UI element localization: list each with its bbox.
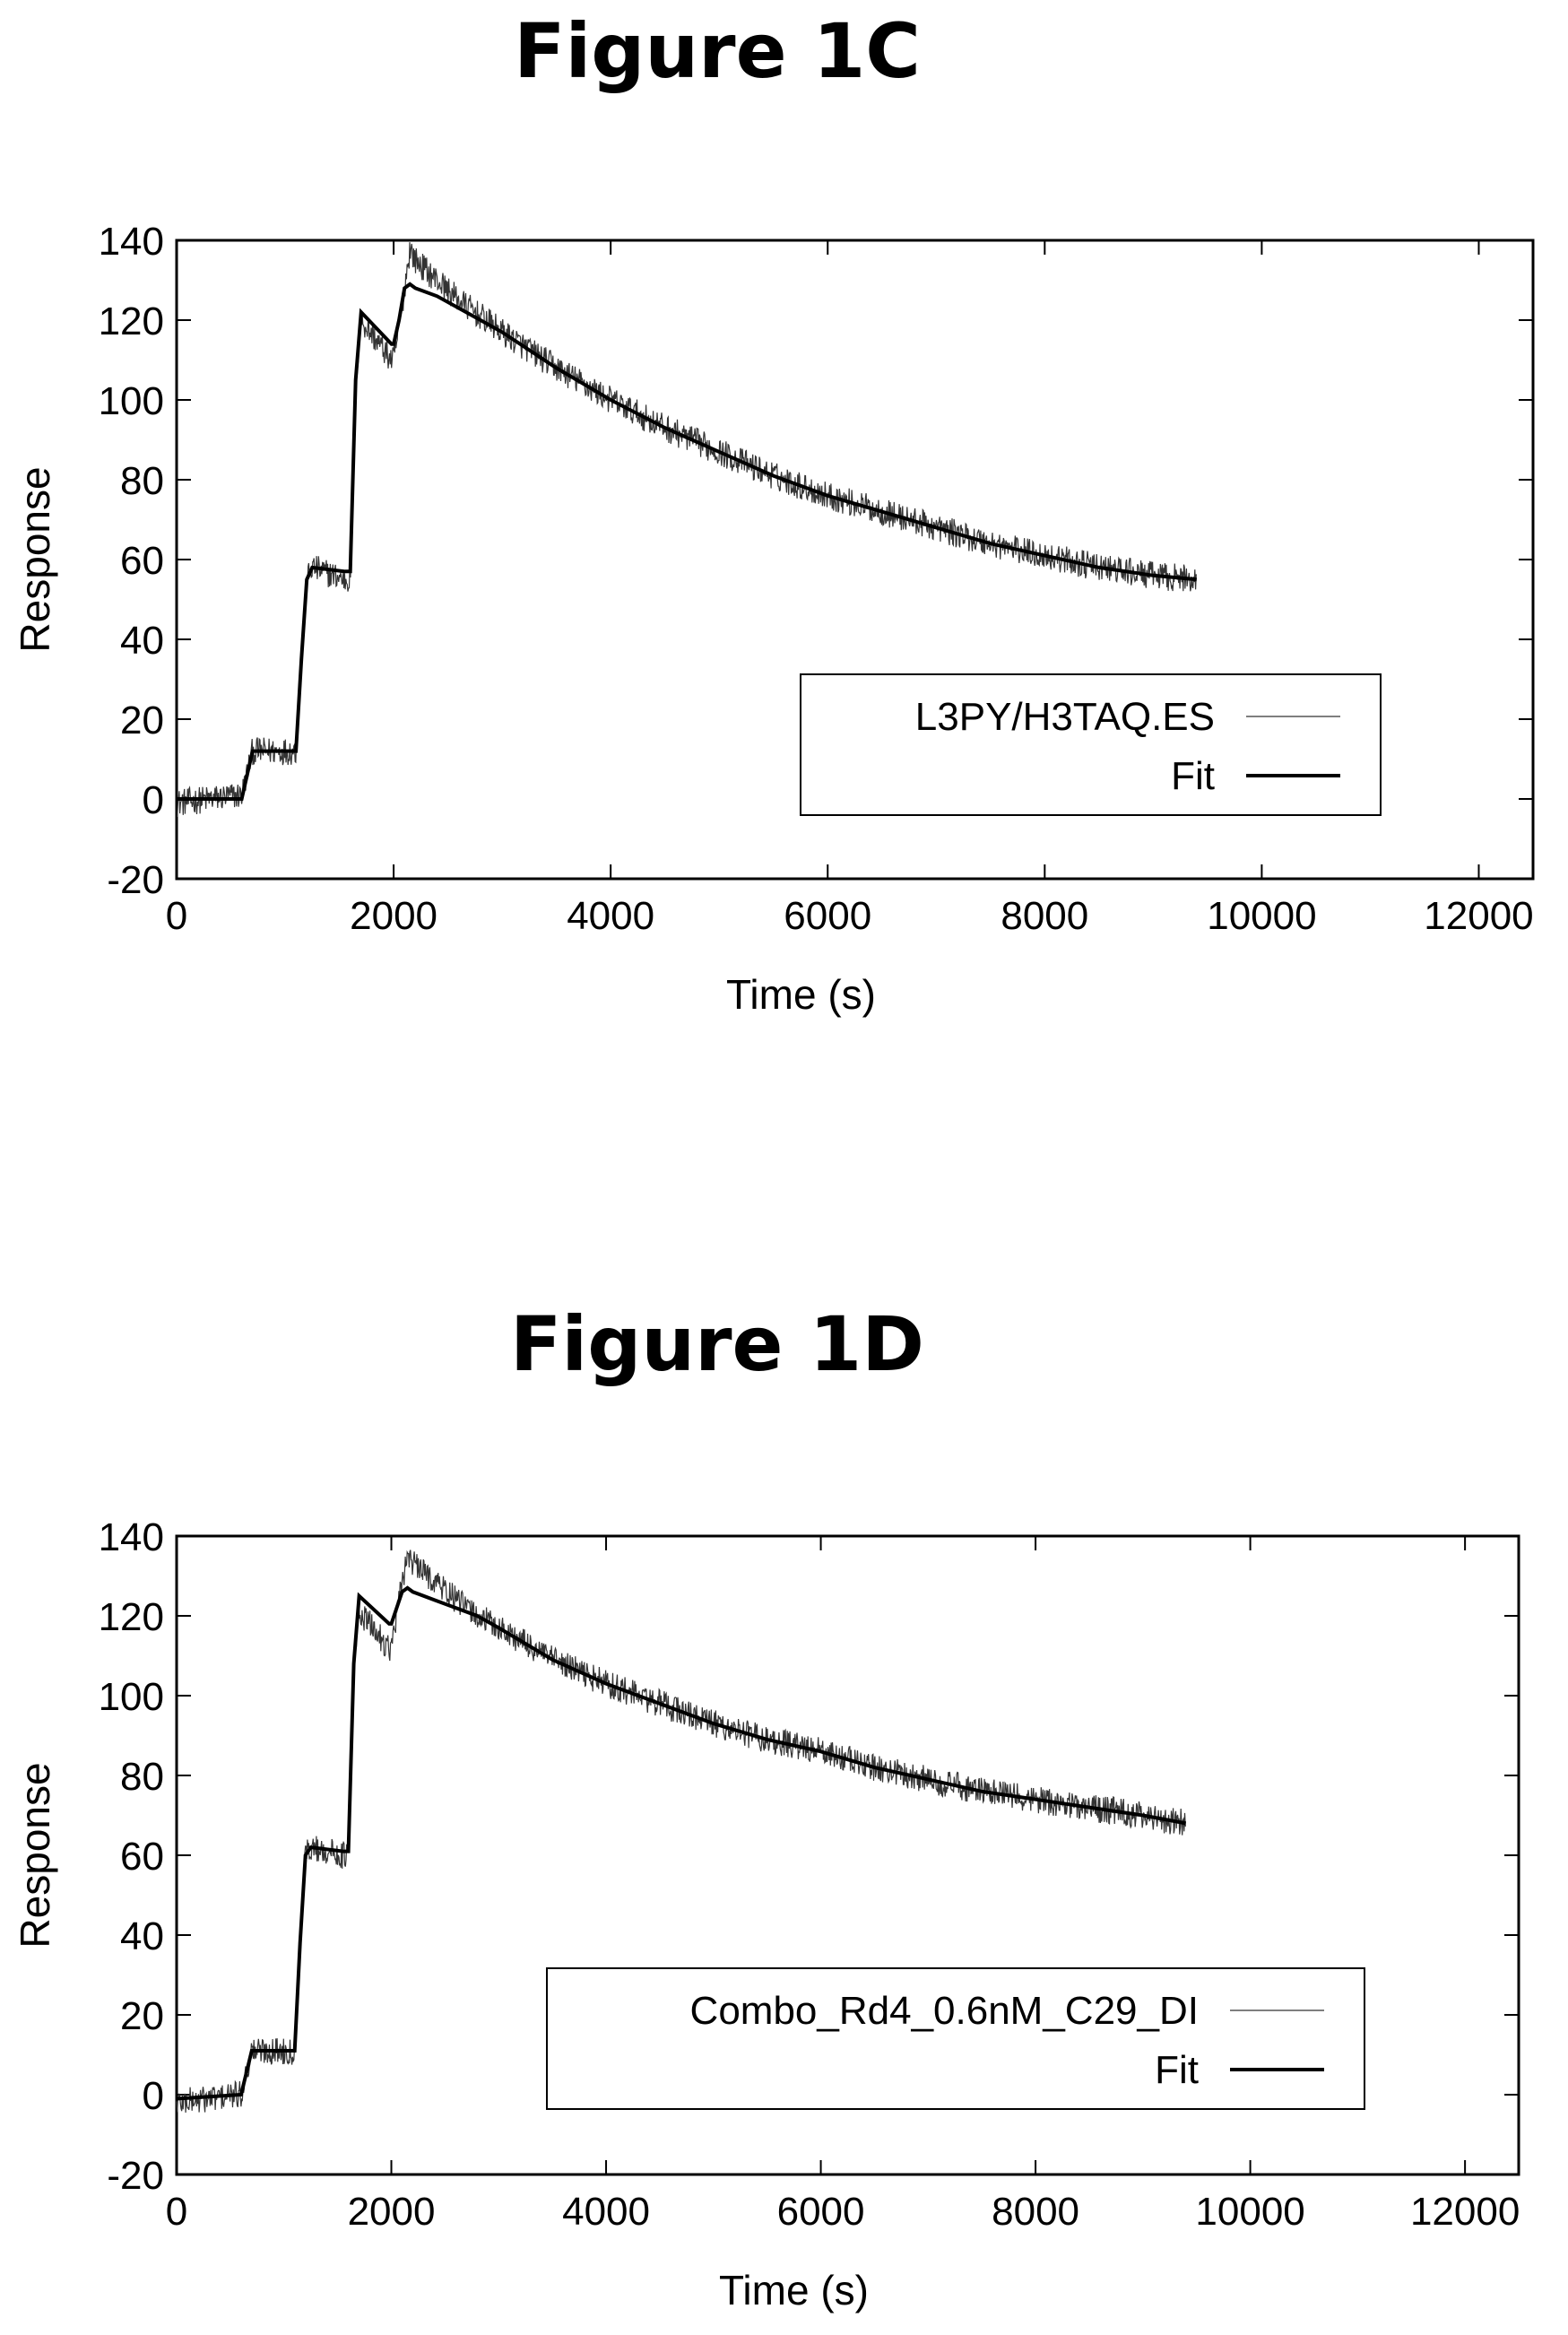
fig1c-ytick-label: 0 [143, 778, 164, 822]
fig1c-xtick-label: 10000 [1207, 894, 1316, 938]
fig1c-ytick-label: 140 [99, 220, 164, 264]
fig1d-ytick-label: 0 [143, 2074, 164, 2118]
fig1d-ytick-label: 100 [99, 1675, 164, 1719]
fig1d-y-axis-label: Response [12, 1762, 58, 1948]
figure-1c-title: Figure 1C [514, 7, 921, 95]
fig1c-legend-label-data: L3PY/H3TAQ.ES [915, 695, 1215, 739]
fig1d-ytick-label: 40 [120, 1914, 164, 1958]
fig1d-ytick-label: 140 [99, 1515, 164, 1559]
fig1d-legend-label-fit: Fit [1155, 2048, 1199, 2092]
fig1d-ytick-label: 20 [120, 1994, 164, 2038]
fig1c-ytick-label: 40 [120, 619, 164, 663]
fig1d-legend-label-data: Combo_Rd4_0.6nM_C29_DI [690, 1989, 1199, 2033]
fig1d-xtick-label: 4000 [562, 2190, 650, 2234]
fig1c-legend-box [800, 673, 1382, 816]
fig1d-ytick-label: -20 [107, 2154, 164, 2198]
fig1d-ytick-label: 120 [99, 1595, 164, 1639]
fig1c-legend-label-fit: Fit [1171, 754, 1215, 798]
fig1d-ytick-label: 80 [120, 1755, 164, 1799]
fig1d-x-axis-label: Time (s) [719, 2267, 869, 2313]
fig1d-xtick-label: 12000 [1410, 2190, 1520, 2234]
fig1d-xtick-label: 0 [166, 2190, 187, 2234]
fig1c-xtick-label: 12000 [1424, 894, 1533, 938]
fig1c-xtick-label: 4000 [567, 894, 654, 938]
fig1c-series-fit-line [177, 282, 1197, 801]
fig1d-xtick-label: 10000 [1195, 2190, 1304, 2234]
fig1d-series-fit-line [176, 1585, 1187, 2101]
fig1d-series-data-line [176, 1549, 1186, 2114]
fig1c-ytick-label: 100 [99, 379, 164, 423]
fig1d-xtick-label: 2000 [348, 2190, 436, 2234]
fig1c-y-axis-label: Response [12, 466, 58, 652]
fig1c-ytick-label: 60 [120, 539, 164, 583]
fig1c-ytick-label: 20 [120, 699, 164, 742]
figure-1d-title: Figure 1D [510, 1300, 924, 1388]
fig1c-xtick-label: 6000 [784, 894, 871, 938]
fig1c-x-axis-label: Time (s) [726, 971, 876, 1018]
fig1d-ytick-label: 60 [120, 1835, 164, 1879]
fig1c-ytick-label: -20 [107, 858, 164, 902]
fig1c-ytick-label: 80 [120, 459, 164, 503]
fig1c-xtick-label: 2000 [350, 894, 437, 938]
fig1d-xtick-label: 8000 [992, 2190, 1079, 2234]
fig1c-xtick-label: 8000 [1001, 894, 1088, 938]
fig1d-xtick-label: 6000 [777, 2190, 865, 2234]
fig1c-xtick-label: 0 [166, 894, 187, 938]
fig1c-ytick-label: 120 [99, 299, 164, 343]
fig1d-legend-box [546, 1967, 1365, 2110]
